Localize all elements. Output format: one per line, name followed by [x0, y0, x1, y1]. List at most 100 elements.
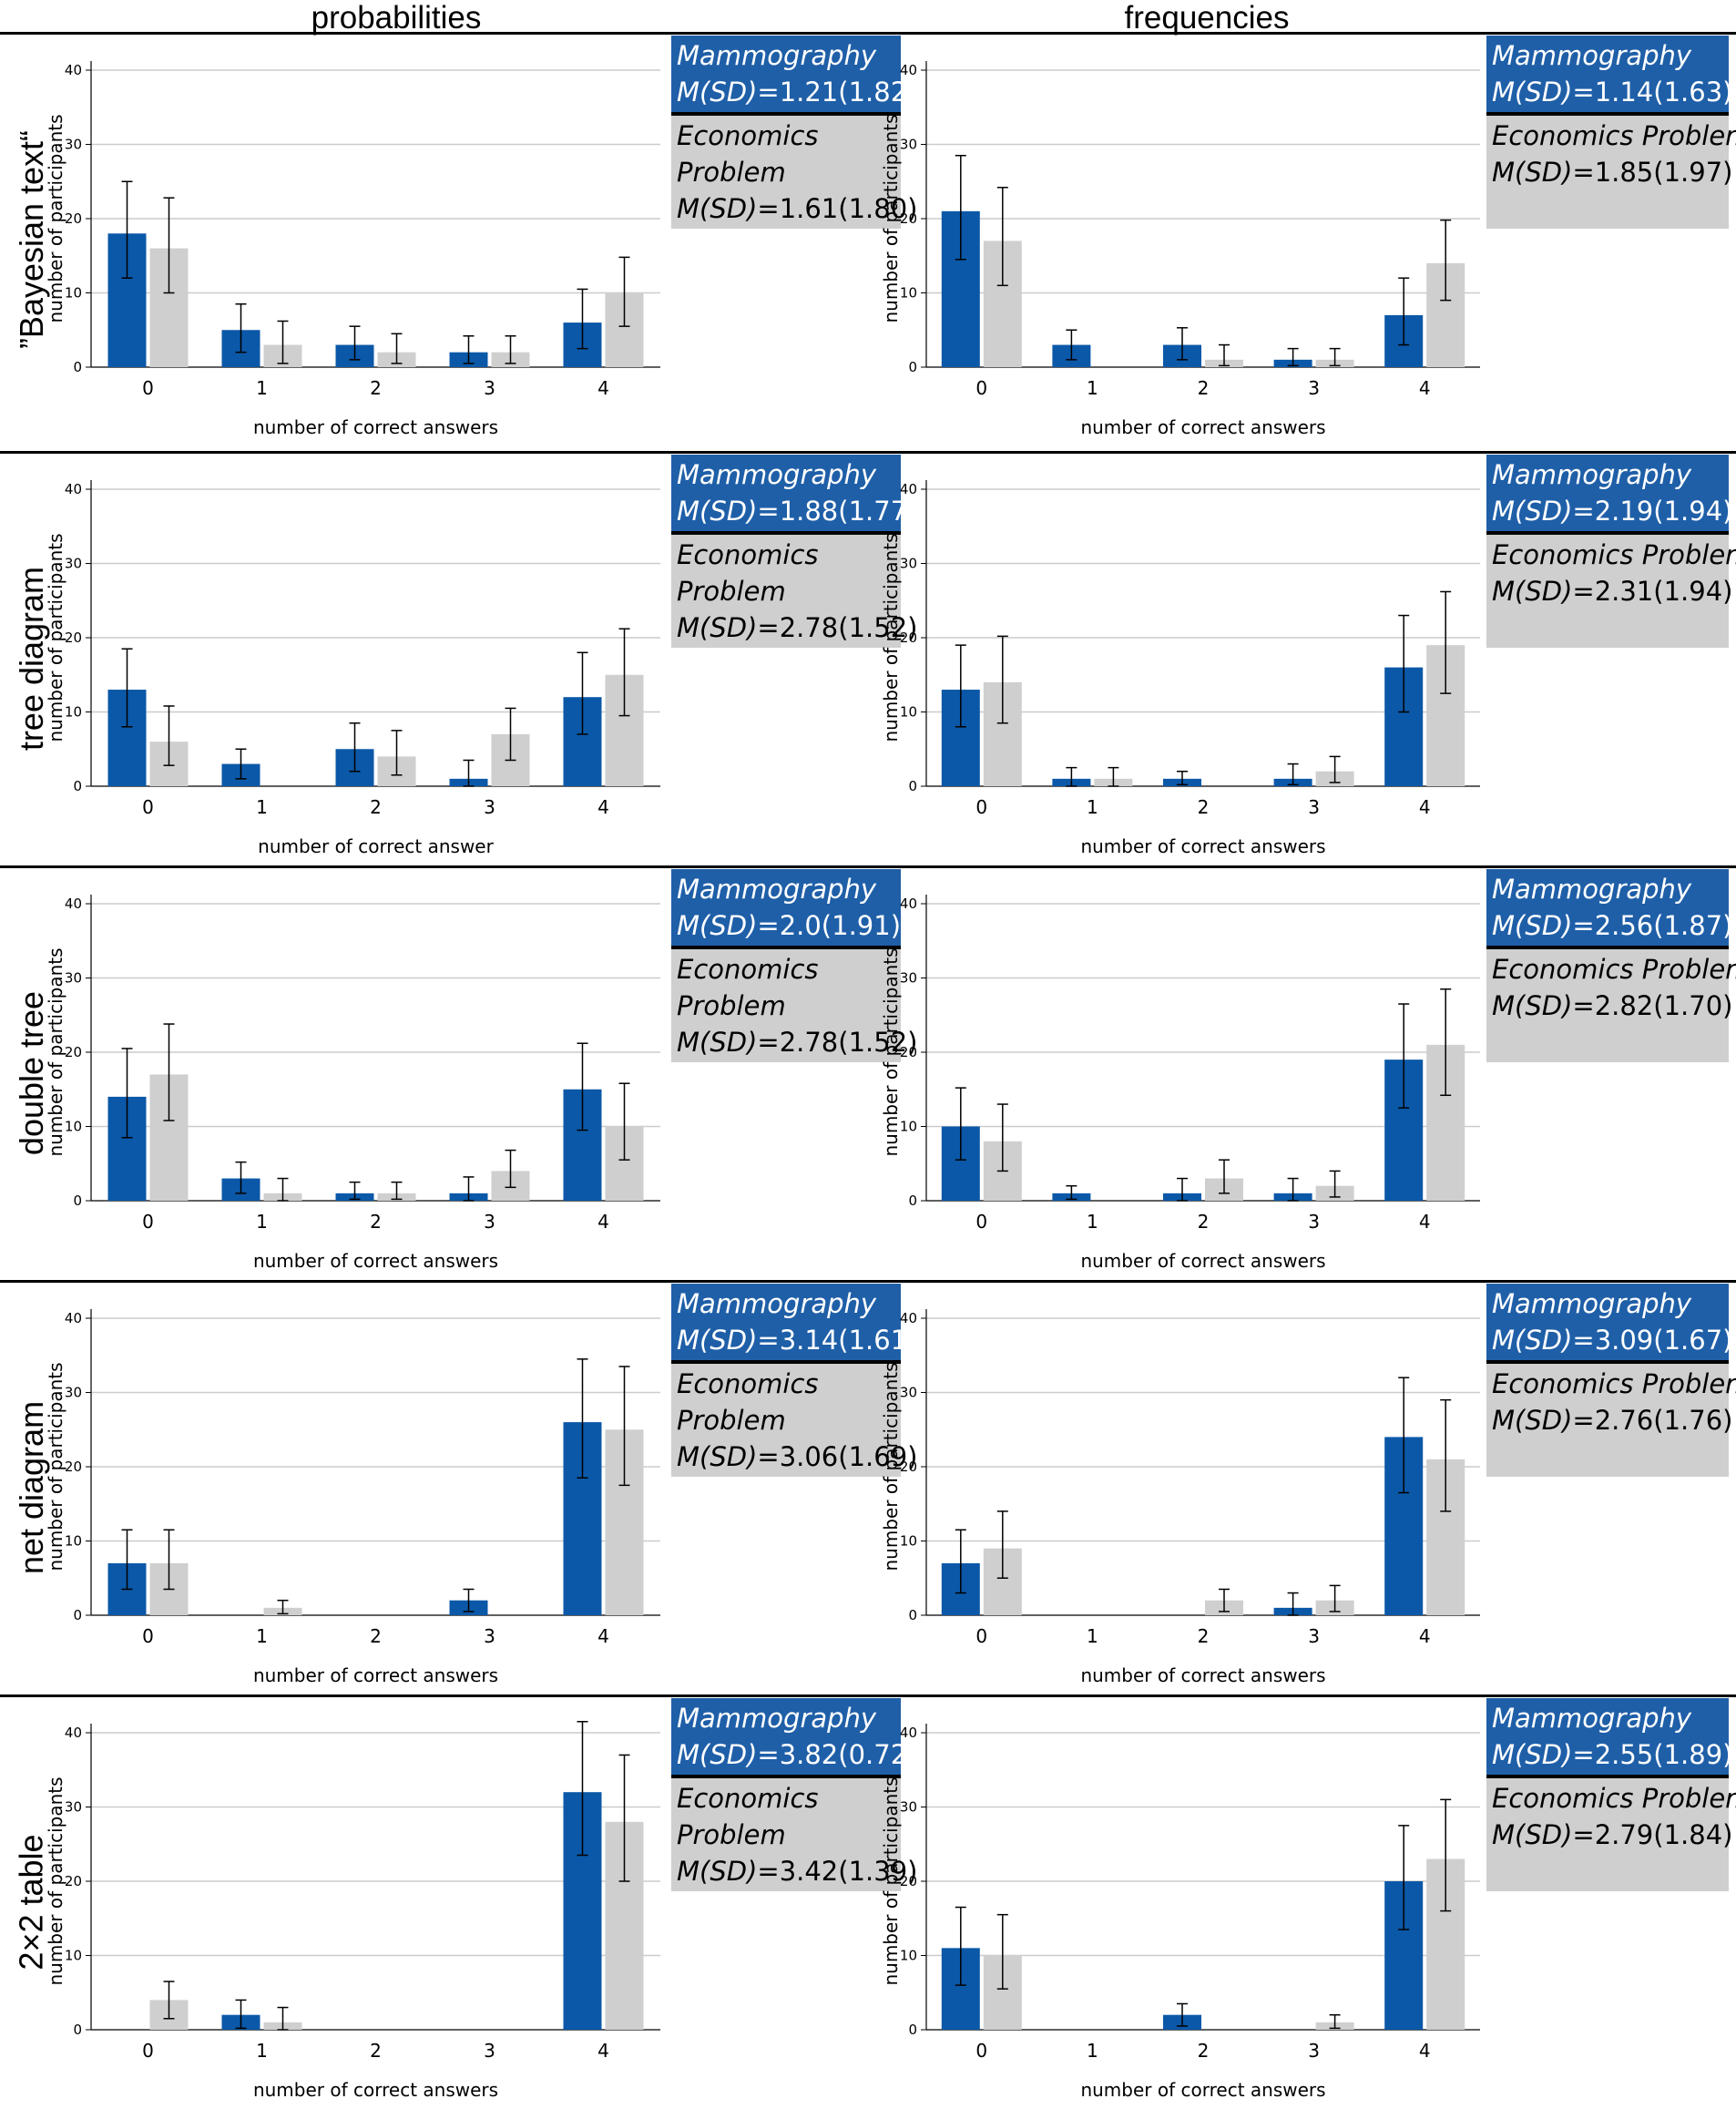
legend-mammography: Mammography M(SD)=1.21(1.82): [671, 36, 917, 116]
x-tick-label: 0: [142, 2040, 154, 2062]
legend-mammography: Mammography M(SD)=1.88(1.77): [671, 455, 917, 535]
legend-economics-title: Economics: [677, 1368, 819, 1399]
legend-right: Mammography M(SD)=2.56(1.87) Economics Pro…: [1486, 869, 1736, 1062]
legend-left: Mammography M(SD)=3.14(1.61) Economics Prob…: [671, 1284, 917, 1477]
row-separator: [0, 1694, 1736, 1697]
y-tick-label: 40: [65, 481, 82, 497]
y-tick-label: 40: [65, 1725, 82, 1741]
legend-economics: Economics Problem M(SD)=2.31(1.94): [1486, 535, 1736, 648]
x-tick-label: 4: [597, 1625, 609, 1647]
y-axis-title: number of participants: [45, 1776, 66, 1985]
x-tick-label: 3: [1308, 796, 1320, 818]
y-tick-label: 0: [73, 2022, 82, 2038]
economics-stat: 3.06(1.69): [779, 1441, 918, 1472]
x-tick-label: 2: [370, 2040, 382, 2062]
economics-stat: 1.85(1.97): [1594, 157, 1733, 188]
mammography-stat: 1.21(1.82): [779, 77, 918, 107]
y-axis-title: number of participants: [45, 533, 66, 742]
economics-stat: 2.78(1.52): [779, 1027, 918, 1058]
mammography-stat: 3.09(1.67): [1594, 1325, 1733, 1356]
y-tick-label: 20: [65, 630, 82, 646]
legend-economics-title: Economics Problem: [1492, 120, 1736, 151]
y-tick-label: 10: [900, 1119, 917, 1135]
mammography-stat: 2.19(1.94): [1594, 496, 1733, 527]
y-axis-title: number of participants: [880, 1776, 902, 1985]
msd-label: M(SD)=: [1492, 157, 1595, 188]
legend-mammography-stat-line: M(SD)=2.0(1.91): [677, 907, 901, 944]
legend-economics-title: Economics Problem: [1492, 539, 1736, 570]
legend-mammography: Mammography M(SD)=2.19(1.94): [1486, 455, 1732, 535]
x-tick-label: 4: [1419, 1625, 1431, 1647]
legend-mammography-stat-line: M(SD)=3.14(1.61): [677, 1322, 917, 1358]
legend-right: Mammography M(SD)=2.19(1.94) Economics Pro…: [1486, 455, 1736, 648]
msd-label: M(SD)=: [1492, 576, 1595, 607]
y-tick-label: 10: [900, 1948, 917, 1964]
msd-label: M(SD)=: [1492, 77, 1595, 107]
legend-economics-title: Economics: [677, 120, 819, 151]
msd-label: M(SD)=: [677, 1027, 780, 1058]
x-tick-label: 1: [256, 1625, 268, 1647]
y-tick-label: 30: [65, 556, 82, 572]
column-header-frequencies: frequencies: [1124, 0, 1290, 36]
y-tick-label: 10: [65, 1119, 82, 1135]
legend-mammography-title: Mammography: [677, 40, 877, 71]
legend-economics-stat-line: M(SD)=1.85(1.97): [1492, 154, 1732, 190]
msd-label: M(SD)=: [677, 1441, 780, 1472]
x-tick-label: 1: [256, 1211, 268, 1233]
x-axis-title: number of correct answers: [253, 1664, 498, 1686]
x-tick-label: 0: [975, 1625, 987, 1647]
x-tick-label: 2: [370, 377, 382, 399]
x-tick-label: 2: [370, 1211, 382, 1233]
y-tick-label: 40: [65, 62, 82, 78]
msd-label: M(SD)=: [677, 1739, 780, 1770]
bar-chart-right: 0 10 20 30 40 number of participants 0 1 2 3 4 numb…: [880, 1309, 1480, 1686]
legend-right: Mammography M(SD)=3.09(1.67) Economics Pro…: [1486, 1284, 1736, 1477]
x-tick-label: 2: [1198, 2040, 1210, 2062]
msd-label: M(SD)=: [677, 910, 780, 941]
x-tick-label: 4: [597, 377, 609, 399]
legend-mammography-stat-line: M(SD)=2.56(1.87): [1492, 907, 1732, 944]
y-tick-label: 30: [900, 556, 917, 572]
legend-economics: Economics Problem M(SD)=2.78(1.52): [671, 535, 917, 648]
y-tick-label: 40: [65, 1310, 82, 1326]
y-axis-title: number of participants: [880, 533, 902, 742]
y-tick-label: 20: [900, 1459, 917, 1475]
legend-mammography-stat-line: M(SD)=1.88(1.77): [677, 493, 917, 529]
legend-economics-title: Economics Problem: [1492, 1783, 1736, 1814]
x-axis-title: number of correct answers: [253, 416, 498, 438]
legend-economics-title: Economics: [677, 1783, 819, 1814]
msd-label: M(SD)=: [677, 1856, 780, 1887]
legend-economics-title: Economics Problem: [1492, 1368, 1736, 1399]
x-tick-label: 2: [1198, 796, 1210, 818]
x-tick-label: 0: [142, 377, 154, 399]
legend-spacer: [1492, 609, 1723, 646]
legend-economics: Economics Problem M(SD)=3.06(1.69): [671, 1364, 917, 1477]
x-tick-label: 0: [142, 1625, 154, 1647]
legend-left: Mammography M(SD)=2.0(1.91) Economics Probl…: [671, 869, 917, 1062]
y-tick-label: 0: [73, 1193, 82, 1209]
x-tick-label: 1: [256, 2040, 268, 2062]
x-tick-label: 4: [1419, 2040, 1431, 2062]
y-tick-label: 20: [65, 210, 82, 227]
msd-label: M(SD)=: [677, 193, 780, 224]
x-tick-label: 4: [1419, 796, 1431, 818]
msd-label: M(SD)=: [1492, 1405, 1595, 1436]
legend-spacer: [1492, 190, 1723, 227]
x-tick-label: 0: [975, 796, 987, 818]
x-axis-title: number of correct answer: [258, 835, 494, 857]
legend-economics-stat-line: M(SD)=2.76(1.76): [1492, 1402, 1732, 1438]
legend-economics: Economics Problem M(SD)=1.61(1.80): [671, 116, 917, 229]
mammography-stat: 3.14(1.61): [779, 1325, 918, 1356]
bar-chart-right: 0 10 20 30 40 number of participants 0 1 2 3 4 numb…: [880, 895, 1480, 1272]
legend-spacer: [1492, 1853, 1723, 1889]
legend-mammography-stat-line: M(SD)=3.82(0.72): [677, 1736, 917, 1773]
x-tick-label: 4: [597, 796, 609, 818]
msd-label: M(SD)=: [1492, 1739, 1595, 1770]
legend-mammography-title: Mammography: [677, 1288, 877, 1319]
x-axis-title: number of correct answers: [1080, 2079, 1325, 2101]
x-tick-label: 3: [1308, 1625, 1320, 1647]
legend-mammography-title: Mammography: [1492, 1703, 1692, 1734]
x-tick-label: 3: [484, 377, 495, 399]
y-axis-title: number of participants: [880, 1362, 902, 1571]
legend-economics-title-2: Problem: [677, 576, 786, 607]
